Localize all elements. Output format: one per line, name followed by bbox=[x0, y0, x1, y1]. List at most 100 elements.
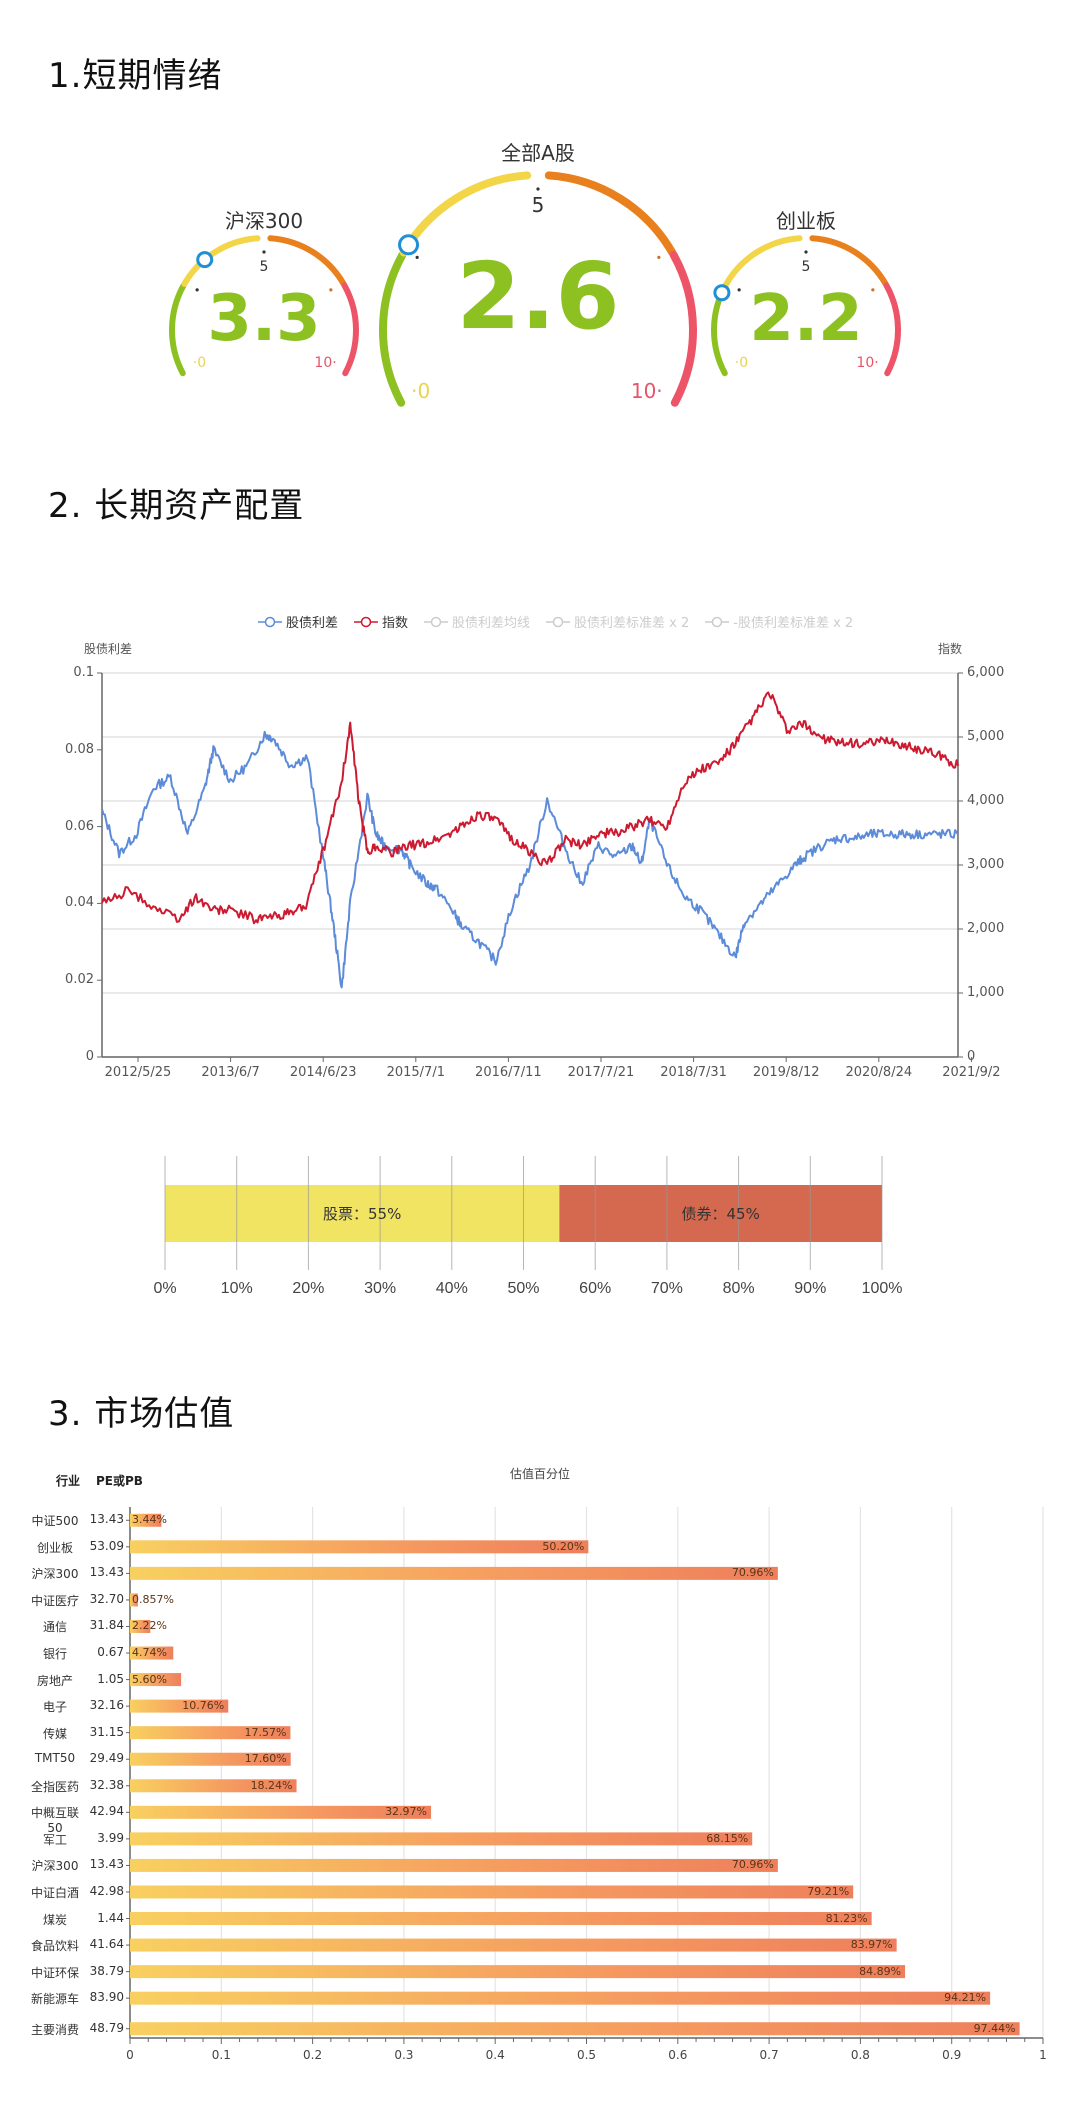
percentile-label: 68.15% bbox=[706, 1831, 749, 1845]
industry-label: TMT50 bbox=[34, 1751, 76, 1766]
pe-pb-value: 1.05 bbox=[97, 1671, 124, 1686]
legend-line-circle-icon bbox=[258, 616, 282, 627]
legend-item[interactable]: 指数 bbox=[354, 612, 408, 631]
industry-label: 传媒 bbox=[42, 1726, 67, 1741]
industry-label: 全指医药 bbox=[30, 1779, 79, 1794]
x-axis-tick: 2016/7/11 bbox=[475, 1065, 542, 1080]
valuation-axis-tick: 0.2 bbox=[303, 2048, 323, 2062]
gauge-min-label: ·0 bbox=[734, 355, 749, 372]
right-axis-tick: 3,000 bbox=[967, 857, 1005, 872]
section-title-valuation: 3. 市场估值 bbox=[48, 1394, 235, 1434]
legend-item[interactable]: 股债利差标准差 x 2 bbox=[546, 612, 689, 631]
allocation-axis-tick: 70% bbox=[650, 1280, 683, 1297]
industry-label: 中证500 bbox=[31, 1514, 79, 1529]
x-axis-tick: 2017/7/21 bbox=[567, 1065, 635, 1080]
valuation-axis-tick: 0.1 bbox=[211, 2048, 231, 2062]
gauge-mid-label: 5 bbox=[531, 193, 545, 217]
percentile-label: 2.22% bbox=[132, 1619, 167, 1633]
pe-pb-value: 32.16 bbox=[89, 1698, 124, 1713]
legend-label: 指数 bbox=[382, 616, 409, 631]
allocation-axis-tick: 100% bbox=[861, 1280, 903, 1297]
percentile-label: 97.44% bbox=[973, 2021, 1016, 2035]
legend-label: -股债利差标准差 x 2 bbox=[733, 616, 854, 631]
percentile-label: 10.76% bbox=[182, 1699, 225, 1713]
allocation-segment-label: 股票：55% bbox=[323, 1205, 402, 1223]
valuation-bar bbox=[130, 1912, 872, 1926]
legend-item[interactable]: 股债利差均线 bbox=[424, 612, 530, 631]
left-axis-tick: 0.02 bbox=[65, 972, 94, 988]
pe-pb-value: 13.43 bbox=[89, 1512, 124, 1527]
valuation-bar bbox=[130, 1540, 589, 1554]
right-axis-tick: 0 bbox=[967, 1049, 976, 1064]
right-axis-title: 指数 bbox=[938, 642, 963, 656]
pe-pb-value: 83.90 bbox=[89, 1990, 124, 2005]
left-axis-tick: 0.1 bbox=[73, 665, 94, 680]
legend-label: 股债利差 bbox=[286, 616, 339, 631]
legend-line-circle-icon bbox=[546, 616, 571, 627]
industry-label: 食品饮料 bbox=[30, 1939, 79, 1954]
gauge-max-label: 10· bbox=[314, 355, 337, 372]
pe-pb-value: 48.79 bbox=[89, 2020, 124, 2035]
percentile-label: 4.74% bbox=[132, 1646, 167, 1660]
industry-label: 银行 bbox=[42, 1647, 67, 1662]
industry-label: 电子 bbox=[42, 1700, 67, 1715]
percentile-label: 50.20% bbox=[542, 1539, 585, 1553]
gauge-mid-label: 5 bbox=[801, 259, 811, 275]
industry-label: 军工 bbox=[42, 1832, 67, 1847]
percentile-label: 17.57% bbox=[244, 1725, 287, 1739]
valuation-axis-tick: 0.7 bbox=[759, 2048, 779, 2062]
right-axis-tick: 2,000 bbox=[967, 921, 1005, 936]
percentile-label: 5.60% bbox=[132, 1672, 167, 1686]
valuation-bar bbox=[130, 1832, 753, 1846]
allocation-axis-tick: 60% bbox=[579, 1280, 612, 1297]
legend-label: 股债利差标准差 x 2 bbox=[574, 616, 690, 631]
pe-pb-value: 3.99 bbox=[97, 1830, 124, 1845]
x-axis-tick: 2013/6/7 bbox=[201, 1065, 260, 1080]
right-axis-tick: 4,000 bbox=[967, 793, 1005, 808]
percentile-label: 81.23% bbox=[825, 1911, 868, 1925]
percentile-label: 83.97% bbox=[850, 1938, 893, 1952]
pe-pb-value: 0.67 bbox=[97, 1645, 124, 1660]
left-axis-tick: 0.04 bbox=[65, 895, 94, 911]
industry-label: 煤炭 bbox=[42, 1912, 67, 1927]
valuation-axis-tick: 0.5 bbox=[576, 2048, 597, 2062]
gauge-pointer-icon bbox=[398, 234, 420, 256]
industry-label: 新能源车 bbox=[30, 1992, 79, 2007]
line-chart-legend: 股债利差 指数 股债利差均线 股债利差标准差 x 2 -股债利差标准差 x 2 bbox=[258, 612, 853, 631]
percentile-label: 0.857% bbox=[132, 1592, 174, 1606]
percentile-label: 18.24% bbox=[250, 1778, 293, 1792]
legend-line-circle-icon bbox=[424, 616, 449, 627]
legend-line-circle-icon bbox=[705, 616, 730, 627]
allocation-axis-tick: 0% bbox=[153, 1280, 177, 1297]
industry-label: 中概互联50 bbox=[30, 1806, 79, 1836]
pe-pb-value: 41.64 bbox=[89, 1937, 124, 1952]
allocation-axis-tick: 50% bbox=[507, 1280, 540, 1297]
industry-label: 创业板 bbox=[36, 1540, 73, 1555]
allocation-axis-tick: 40% bbox=[435, 1280, 468, 1297]
legend-item[interactable]: 股债利差 bbox=[258, 612, 338, 631]
legend-line-circle-icon bbox=[354, 616, 379, 627]
gauge-value: 3.3 bbox=[207, 282, 321, 357]
left-axis-tick: 0 bbox=[85, 1049, 94, 1064]
x-axis-tick: 2019/8/12 bbox=[752, 1065, 820, 1080]
valuation-bar bbox=[130, 1566, 778, 1580]
pe-pb-value: 42.94 bbox=[89, 1804, 124, 1819]
gauge-max-label: 10· bbox=[630, 378, 663, 403]
allocation-axis-tick: 30% bbox=[364, 1280, 397, 1297]
valuation-axis-tick: 0.8 bbox=[850, 2048, 870, 2062]
legend-item[interactable]: -股债利差标准差 x 2 bbox=[705, 612, 853, 631]
series-line-1 bbox=[101, 730, 959, 989]
allocation-segment-label: 债券：45% bbox=[681, 1205, 760, 1223]
pe-pb-value: 38.79 bbox=[89, 1963, 124, 1978]
x-axis-tick: 2012/5/25 bbox=[104, 1065, 172, 1080]
pe-pb-value: 31.15 bbox=[89, 1724, 124, 1739]
x-axis-tick: 2018/7/31 bbox=[660, 1065, 727, 1080]
gauge-title: 创业板 bbox=[776, 209, 836, 233]
valuation-bar bbox=[130, 1885, 854, 1899]
industry-label: 中证环保 bbox=[30, 1965, 79, 1980]
valuation-axis-tick: 0.6 bbox=[668, 2048, 688, 2062]
right-axis-tick: 5,000 bbox=[967, 729, 1005, 744]
gauge-title: 全部A股 bbox=[501, 141, 575, 165]
valuation-bar bbox=[130, 2022, 1020, 2036]
pe-pb-value: 13.43 bbox=[89, 1857, 124, 1872]
